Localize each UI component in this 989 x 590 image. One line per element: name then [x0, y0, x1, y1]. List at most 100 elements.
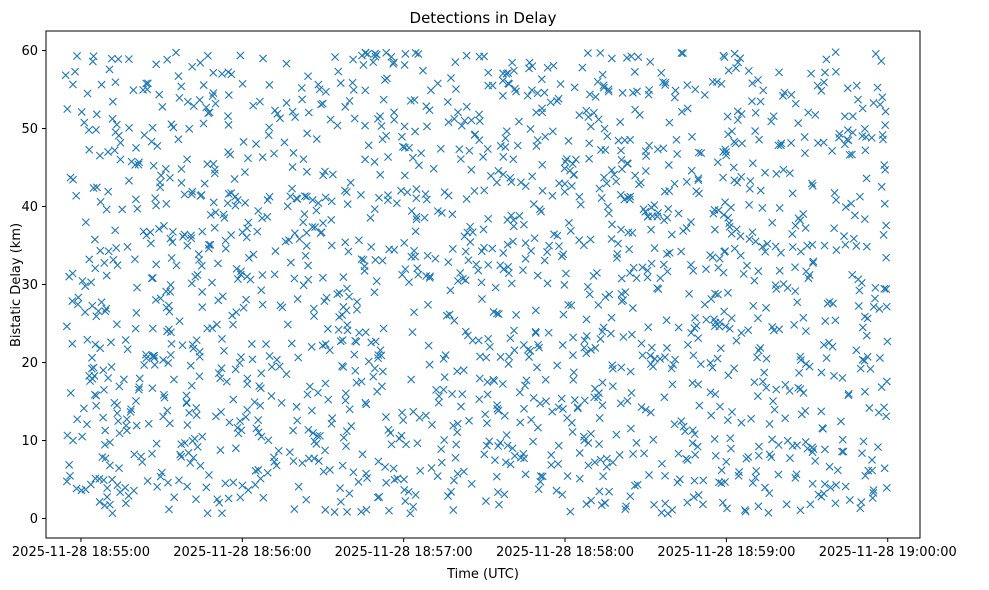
data-point [203, 509, 212, 518]
y-axis-label: Bistatic Delay (km) [9, 223, 24, 347]
data-point [304, 454, 313, 463]
data-point [385, 245, 394, 254]
data-point [494, 166, 503, 175]
data-point [508, 58, 517, 67]
data-point [560, 179, 569, 188]
data-point [295, 234, 304, 243]
data-point [390, 475, 399, 484]
data-point [196, 461, 205, 470]
data-point [861, 471, 870, 480]
data-point [334, 67, 343, 76]
data-point [754, 346, 763, 355]
data-point [629, 450, 637, 458]
data-point [74, 293, 83, 302]
data-point [336, 337, 345, 346]
data-point [848, 112, 857, 121]
data-point [123, 242, 132, 251]
data-point [187, 234, 196, 243]
data-point [231, 365, 240, 374]
data-point [241, 198, 250, 207]
data-point [410, 308, 419, 317]
data-point [159, 390, 168, 399]
data-point [142, 354, 151, 363]
data-point [725, 324, 734, 333]
data-point [108, 509, 117, 518]
data-point [875, 353, 884, 362]
data-point [871, 49, 880, 58]
data-point [568, 427, 577, 436]
data-point [672, 135, 681, 144]
data-point [522, 376, 531, 385]
data-point [527, 246, 536, 255]
data-point [564, 136, 573, 145]
data-point [754, 76, 762, 84]
data-point [760, 368, 769, 377]
data-point [379, 95, 388, 104]
data-point [151, 194, 160, 203]
data-point [211, 412, 220, 421]
data-point [660, 353, 669, 362]
data-point [509, 222, 518, 231]
data-point [135, 383, 144, 392]
data-point [147, 274, 156, 283]
data-point [409, 502, 418, 511]
data-point [695, 189, 704, 198]
data-point [429, 164, 438, 173]
data-point [626, 135, 635, 144]
data-point [254, 465, 263, 474]
data-point [504, 359, 513, 368]
data-point [736, 232, 745, 241]
data-point [72, 484, 81, 493]
data-point [270, 270, 279, 279]
data-point [608, 364, 617, 373]
data-point [107, 362, 116, 371]
data-point [345, 405, 354, 414]
data-point [305, 382, 314, 391]
data-point [401, 49, 410, 58]
data-point [204, 471, 213, 479]
data-point [707, 411, 716, 420]
data-point [351, 336, 360, 345]
data-point [440, 188, 449, 197]
data-point [112, 320, 121, 329]
data-point [200, 179, 209, 188]
data-point [564, 300, 573, 309]
data-point [209, 68, 218, 77]
data-point [691, 85, 700, 94]
data-point [700, 90, 709, 99]
data-point [504, 79, 513, 88]
data-point [599, 81, 608, 90]
data-point [521, 182, 530, 191]
data-point [623, 396, 632, 405]
data-point [499, 152, 508, 161]
data-point [501, 134, 510, 143]
data-point [206, 210, 215, 219]
data-point [844, 389, 853, 398]
data-point [617, 225, 626, 234]
data-point [349, 85, 358, 94]
data-point [761, 247, 770, 256]
data-point [108, 114, 117, 123]
data-point [598, 401, 607, 410]
data-point [600, 498, 609, 507]
data-point [664, 160, 673, 169]
y-tick-label: 10 [21, 434, 38, 449]
data-point [65, 471, 74, 480]
data-point [720, 307, 729, 316]
data-point [641, 166, 650, 175]
data-point [256, 401, 265, 410]
data-point [249, 250, 258, 259]
data-point [548, 127, 557, 136]
data-point [414, 161, 423, 170]
data-point [195, 372, 204, 381]
data-point [198, 432, 207, 441]
data-point [400, 238, 409, 247]
data-point [328, 414, 337, 423]
x-tick-label: 2025-11-28 18:55:00 [12, 545, 150, 560]
data-point [640, 449, 649, 458]
data-point [112, 120, 121, 129]
data-point [456, 155, 465, 164]
data-point [628, 228, 637, 237]
data-point [309, 429, 318, 437]
data-point [433, 207, 442, 216]
